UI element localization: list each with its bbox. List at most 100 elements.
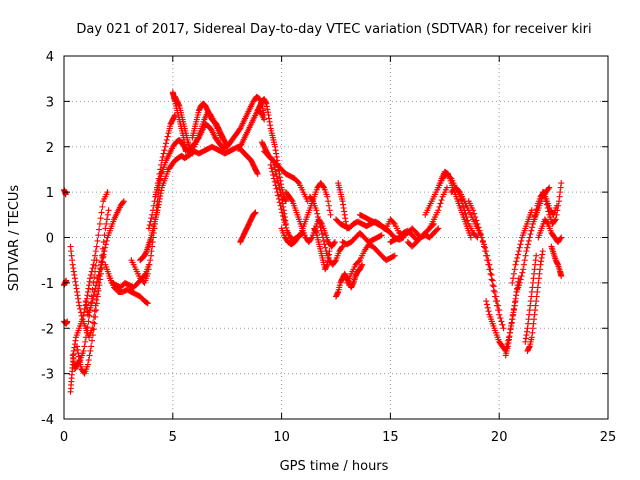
data-point <box>470 207 477 214</box>
data-point <box>531 216 538 223</box>
data-point <box>474 220 481 227</box>
data-point <box>102 244 109 251</box>
data-point <box>460 203 467 210</box>
data-point <box>522 252 529 259</box>
data-point <box>557 235 564 242</box>
data-point <box>558 273 565 280</box>
data-point <box>497 315 504 322</box>
data-point <box>322 244 329 251</box>
data-point <box>162 143 169 150</box>
data-point <box>149 211 156 218</box>
data-point <box>331 239 338 246</box>
data-point <box>274 189 281 196</box>
data-point <box>280 216 287 223</box>
x-tick-label: 25 <box>600 430 617 445</box>
series-s53 <box>548 243 565 280</box>
series-s31 <box>333 261 366 300</box>
data-point <box>544 219 551 226</box>
data-point <box>103 220 110 227</box>
data-point <box>512 261 519 268</box>
data-point <box>95 287 102 294</box>
data-point <box>99 254 106 261</box>
data-point <box>495 307 502 314</box>
data-point <box>150 202 157 209</box>
data-point <box>327 211 334 218</box>
data-point <box>359 261 366 268</box>
series-s16 <box>171 93 196 157</box>
data-point <box>485 261 492 268</box>
data-point <box>98 258 105 265</box>
data-point <box>94 237 101 244</box>
data-point <box>147 218 154 225</box>
data-point <box>90 319 97 326</box>
data-point <box>282 222 289 229</box>
data-point <box>480 243 487 250</box>
data-point <box>93 243 100 250</box>
data-point <box>539 248 546 255</box>
data-point <box>524 244 531 251</box>
data-point <box>558 180 565 187</box>
series-s41 <box>435 168 474 241</box>
data-point <box>93 257 100 264</box>
data-point <box>271 178 278 185</box>
series-s08 <box>82 248 108 318</box>
data-point <box>92 248 99 255</box>
data-point <box>543 201 550 208</box>
series-s27 <box>278 180 334 248</box>
data-point <box>517 276 524 283</box>
data-point <box>283 224 290 231</box>
series-s35 <box>343 241 398 286</box>
series-s52 <box>539 180 565 227</box>
chart-title: Day 021 of 2017, Sidereal Day-to-day VTE… <box>76 22 591 37</box>
data-point <box>89 332 96 339</box>
data-point <box>164 133 171 140</box>
series-s20 <box>235 107 268 153</box>
data-point <box>484 304 491 311</box>
data-point <box>499 321 506 328</box>
data-point <box>316 220 323 227</box>
data-point <box>102 241 109 248</box>
data-point <box>91 274 98 281</box>
data-point <box>275 195 282 202</box>
data-point <box>488 276 495 283</box>
data-point <box>325 198 332 205</box>
y-tick-label: 3 <box>46 95 54 110</box>
data-point <box>78 312 85 319</box>
data-point <box>297 231 304 238</box>
data-point <box>145 266 152 273</box>
data-point <box>378 232 385 239</box>
data-point <box>278 206 285 213</box>
data-point <box>273 185 280 192</box>
data-point <box>377 232 384 239</box>
data-point <box>76 302 83 309</box>
data-point <box>533 206 540 213</box>
data-point <box>89 337 96 344</box>
data-point <box>77 305 84 312</box>
data-point <box>91 308 98 315</box>
data-point <box>528 227 535 234</box>
data-point <box>270 175 277 182</box>
data-point <box>100 251 107 258</box>
data-point <box>276 199 283 206</box>
data-point <box>94 293 101 300</box>
data-point <box>148 215 155 222</box>
data-point <box>484 257 491 264</box>
data-point <box>309 197 316 204</box>
y-tick-label: -1 <box>41 277 54 292</box>
data-point <box>520 261 527 268</box>
data-point <box>91 320 98 327</box>
data-point <box>288 197 295 204</box>
data-point <box>485 308 492 315</box>
data-point <box>532 209 539 216</box>
data-point <box>514 251 521 258</box>
data-point <box>272 182 279 189</box>
data-point <box>436 203 443 210</box>
data-point <box>64 318 71 325</box>
data-point <box>267 161 274 168</box>
data-point <box>492 298 499 305</box>
data-point <box>478 234 485 241</box>
data-points <box>61 89 565 395</box>
x-tick-label: 5 <box>169 430 177 445</box>
data-point <box>513 258 520 265</box>
data-point <box>147 257 154 264</box>
